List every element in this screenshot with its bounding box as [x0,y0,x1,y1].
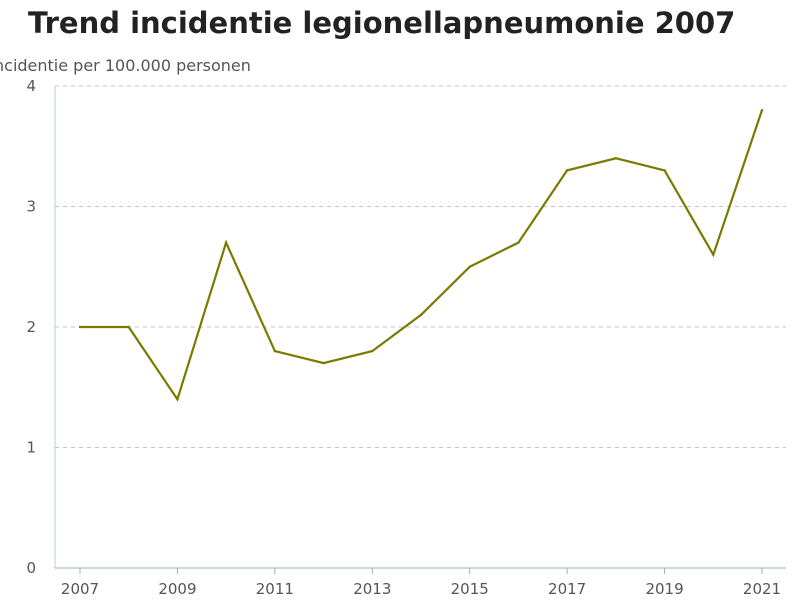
x-tick-label-2015: 2015 [451,580,489,598]
data-point-2016 [517,241,520,244]
data-point-2009 [176,398,179,401]
axes [54,86,786,569]
y-tick-label-2: 2 [26,318,36,336]
y-tick-label-4: 4 [26,77,36,95]
data-point-2019 [663,169,666,172]
data-point-2018 [614,157,618,160]
gridlines [55,85,786,448]
data-point-2015 [468,265,471,268]
data-point-2020 [712,253,715,256]
data-point-2012 [322,361,325,365]
y-axis-label: ncidentie per 100.000 personen [0,56,251,75]
y-tick-label-3: 3 [26,198,36,216]
data-point-2011 [273,349,277,353]
x-tick-label-2007: 2007 [61,580,99,598]
x-tick-label-2009: 2009 [158,580,196,598]
data-point-2021 [760,108,764,112]
y-tick-label-0: 0 [26,559,36,577]
data-point-2010 [224,241,228,244]
x-tick-label-2019: 2019 [645,580,683,598]
x-tick-label-2021: 2021 [743,580,781,598]
x-tick-label-2017: 2017 [548,580,586,598]
x-axis-ticks: 2007 2009 2011 2013 2015 2017 2019 2021 [61,568,781,598]
series-group [78,108,764,402]
data-point-2007 [78,325,82,329]
series-line-0 [80,109,764,402]
x-tick-label-2013: 2013 [353,580,391,598]
chart-title: Trend incidentie legionellapneumonie 200… [28,6,736,40]
data-point-2008 [127,325,130,329]
data-point-2014 [419,313,423,317]
y-tick-label-1: 1 [26,439,36,457]
y-axis-ticks: 0 1 2 3 4 [26,77,36,577]
data-point-2017 [565,169,569,172]
x-tick-label-2011: 2011 [256,580,294,598]
data-point-2013 [371,349,374,353]
